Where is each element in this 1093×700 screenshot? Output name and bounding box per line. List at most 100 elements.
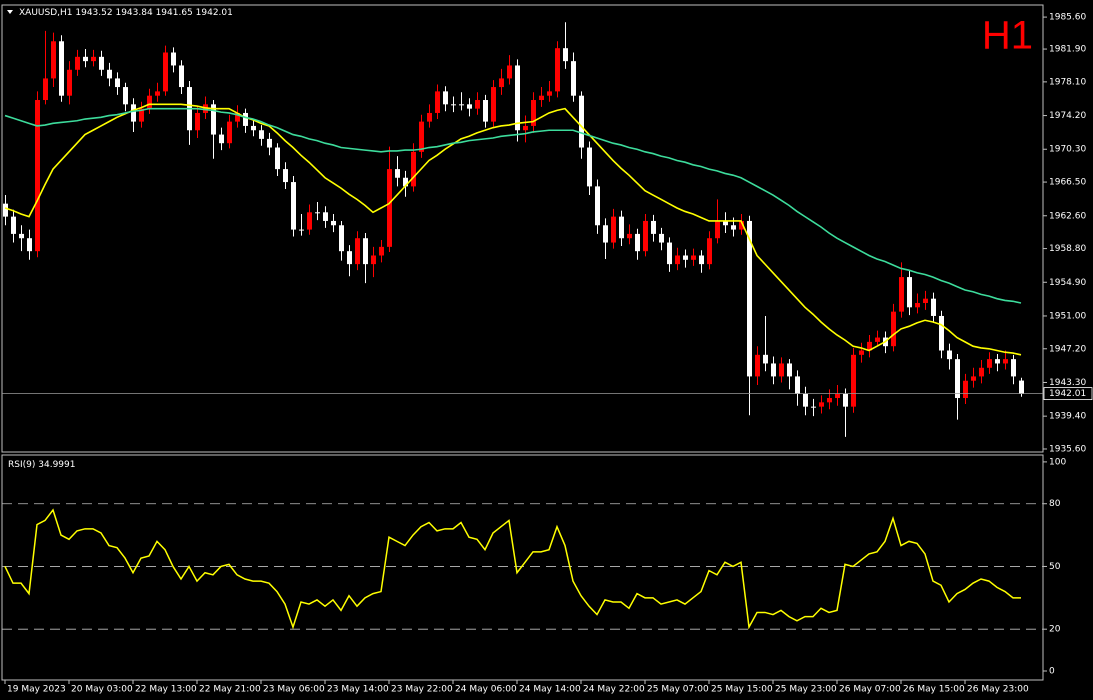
candle-body: [499, 78, 504, 88]
candle-body: [107, 69, 112, 79]
candle-body: [43, 78, 48, 101]
x-tick-label: 25 May 23:00: [775, 685, 837, 695]
candle-body: [899, 277, 904, 312]
candle-body: [515, 65, 520, 131]
candle-body: [715, 220, 720, 239]
candle-body: [547, 91, 552, 96]
candle-body: [995, 359, 1000, 364]
candle-body: [891, 311, 896, 347]
candle-body: [259, 130, 264, 139]
candle-body: [531, 100, 536, 126]
candle-body: [403, 177, 408, 187]
candle-body: [971, 376, 976, 381]
candle-body: [747, 220, 752, 377]
candle-body: [739, 220, 744, 230]
candle-body: [203, 104, 208, 113]
candle-body: [467, 104, 472, 109]
candle-body: [91, 56, 96, 62]
rsi-panel-frame: [1, 454, 1044, 681]
x-tick-label: 26 May 07:00: [839, 685, 901, 695]
moving-average: [4, 103, 1022, 356]
candle-body: [459, 104, 464, 106]
timeframe-label: H1: [982, 14, 1033, 58]
candle-body: [699, 255, 704, 265]
x-tick-label: 23 May 06:00: [263, 685, 325, 695]
y-tick-label: 1951.00: [1049, 311, 1086, 321]
price-tag-box: [1043, 387, 1093, 401]
candle-body: [235, 112, 240, 122]
candle-body: [939, 315, 944, 351]
candle-body: [571, 61, 576, 96]
candle-body: [131, 104, 136, 122]
candle-body: [723, 220, 728, 226]
candle-body: [803, 393, 808, 407]
y-tick-label: 1981.90: [1049, 45, 1086, 55]
candle-body: [299, 229, 304, 231]
candle-body: [443, 91, 448, 105]
y-tick-label: 1978.10: [1049, 77, 1086, 87]
candle-body: [123, 87, 128, 105]
candle-body: [155, 91, 160, 96]
candle-body: [83, 56, 88, 62]
candle-body: [307, 212, 312, 230]
candle-body: [371, 255, 376, 265]
candle-body: [627, 233, 632, 239]
main-panel-frame: [1, 4, 1044, 453]
candle-body: [963, 380, 968, 399]
x-tick-label: 26 May 15:00: [903, 685, 965, 695]
x-tick-label: 25 May 15:00: [711, 685, 773, 695]
candle-body: [435, 91, 440, 113]
candle-body: [283, 169, 288, 183]
candle-body: [267, 138, 272, 148]
candle-body: [667, 242, 672, 265]
candle-body: [907, 277, 912, 308]
candle-body: [363, 238, 368, 265]
candle-body: [291, 182, 296, 230]
y-tick-label: 1970.30: [1049, 145, 1086, 155]
candle-body: [675, 255, 680, 265]
x-tick-label: 22 May 13:00: [135, 685, 197, 695]
x-tick-label: 25 May 07:00: [647, 685, 709, 695]
candle-body: [11, 216, 16, 234]
x-tick-label: 23 May 22:00: [391, 685, 453, 695]
candle-body: [707, 238, 712, 265]
low-value: 1941.65: [156, 8, 193, 18]
moving-average: [4, 107, 1022, 304]
candle-body: [523, 125, 528, 131]
candle-body: [483, 100, 488, 122]
rsi-header: RSI(9) 34.9991: [8, 460, 75, 470]
open-value: 1943.52: [75, 8, 112, 18]
candle-body: [147, 95, 152, 109]
candle-body: [475, 100, 480, 109]
candle-body: [27, 238, 32, 252]
high-value: 1943.84: [115, 8, 152, 18]
candle-body: [339, 225, 344, 252]
x-tick-label: 24 May 22:00: [583, 685, 645, 695]
candle-body: [579, 95, 584, 148]
y-tick-label: 1935.60: [1049, 444, 1086, 454]
y-tick-label: 20: [1049, 625, 1061, 635]
x-tick-label: 24 May 06:00: [455, 685, 517, 695]
y-tick-label: 100: [1049, 457, 1066, 467]
candle-body: [387, 169, 392, 247]
y-tick-label: 80: [1049, 499, 1061, 509]
candle-body: [731, 225, 736, 230]
candle-body: [219, 134, 224, 144]
candle-body: [603, 225, 608, 243]
candle-body: [587, 147, 592, 187]
candle-body: [59, 41, 64, 96]
candle-body: [99, 56, 104, 70]
candle-body: [451, 104, 456, 106]
header: XAUUSD,H1 1943.52 1943.84 1941.65 1942.0…: [19, 8, 233, 18]
candle-body: [251, 125, 256, 131]
candle-body: [507, 65, 512, 79]
candle-body: [691, 255, 696, 260]
candle-body: [851, 354, 856, 407]
rsi-name: RSI(9): [8, 460, 35, 470]
candle-body: [347, 251, 352, 265]
candle-body: [763, 354, 768, 364]
candle-body: [595, 186, 600, 226]
y-tick-label: 0: [1049, 667, 1055, 677]
close-value: 1942.01: [196, 8, 233, 18]
